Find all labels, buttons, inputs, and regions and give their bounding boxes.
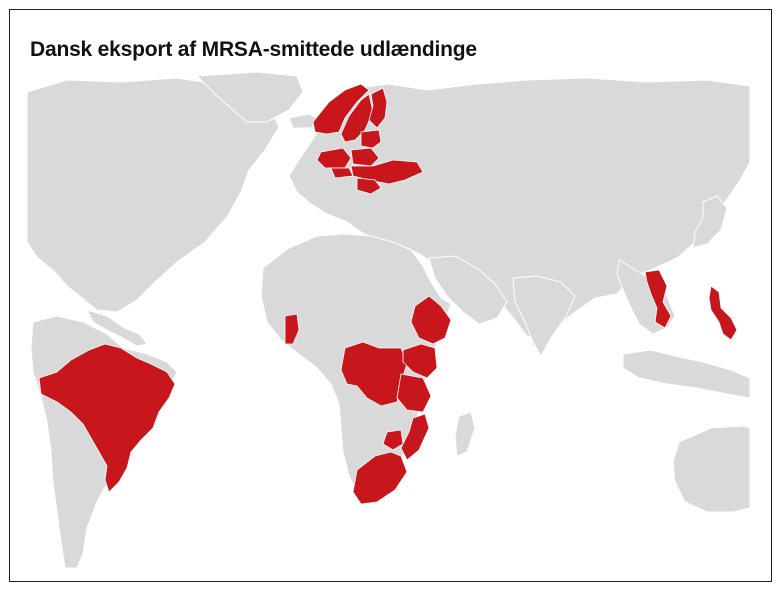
country-kenya-uganda [402,343,438,379]
country-south-africa [352,451,408,505]
world-map-svg [27,72,750,568]
highlighted-countries [38,83,738,505]
australia [672,425,750,513]
country-ghana [284,313,300,345]
country-romania [356,177,382,195]
country-zimbabwe [382,429,404,451]
country-ethiopia [410,295,452,345]
country-philippines [708,285,738,341]
country-belarus [350,147,380,167]
central-america [86,309,148,347]
country-brazil [38,343,176,493]
country-ukraine [350,159,424,185]
country-czechia-slovakia [330,167,354,179]
world-map [27,72,750,568]
country-baltics [360,129,382,149]
indonesia [622,349,750,399]
arabian-peninsula [428,255,508,325]
map-title: Dansk eksport af MRSA-smittede udlænding… [30,38,477,61]
japan [692,195,728,249]
greenland [195,72,304,123]
india [512,275,576,358]
madagascar [454,411,476,457]
country-vietnam [644,269,672,329]
country-mozambique [400,413,430,461]
country-tanzania [396,373,432,413]
country-norway [312,83,370,135]
country-dr-congo [340,341,408,407]
country-finland [368,87,388,129]
